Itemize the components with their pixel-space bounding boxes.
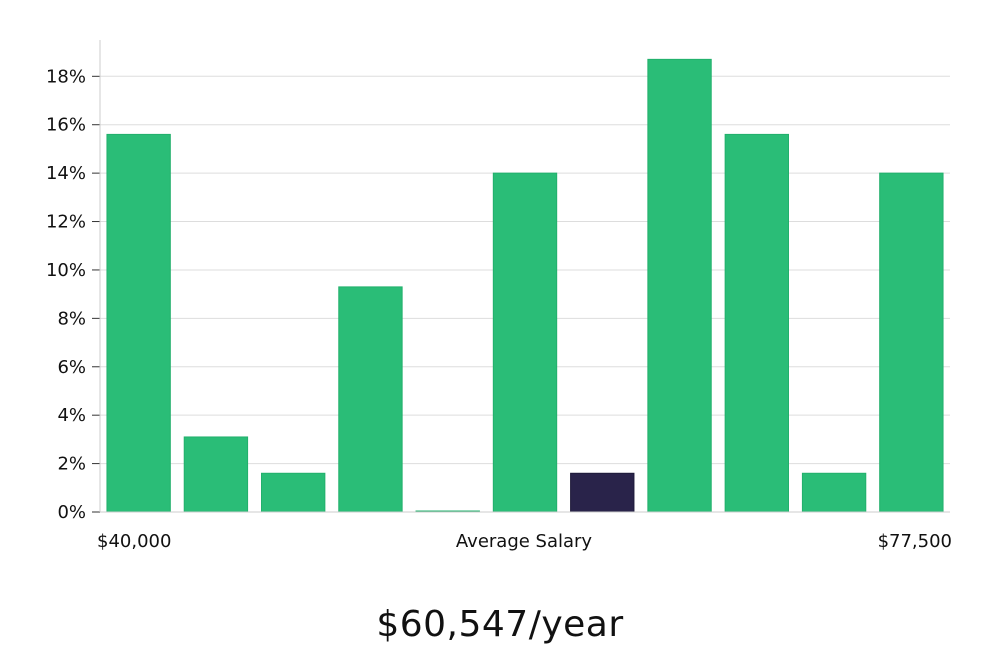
y-tick-label: 2% <box>57 454 86 475</box>
y-tick-label: 10% <box>46 260 86 281</box>
y-tick-label: 16% <box>46 115 86 136</box>
y-tick-label: 18% <box>46 66 86 87</box>
x-axis-start-label: $40,000 <box>97 531 171 552</box>
bar-highlighted <box>570 472 635 513</box>
bar <box>492 172 558 513</box>
y-tick-label: 8% <box>57 308 86 329</box>
bar <box>106 133 171 513</box>
y-tick-label: 14% <box>46 163 86 184</box>
x-axis-end-label: $77,500 <box>878 531 952 552</box>
bar <box>338 286 403 513</box>
salary-histogram: 0% 2% 4% 6% 8% 10% 12% 14% 16% 18% $40,000 Averag… <box>46 40 952 552</box>
bar <box>647 58 712 513</box>
y-tick-label: 0% <box>57 502 86 523</box>
y-tick-label: 4% <box>57 405 86 426</box>
y-axis-ticks: 0% 2% 4% 6% 8% 10% 12% 14% 16% 18% <box>46 66 100 523</box>
average-salary-value: $60,547/year <box>376 604 624 645</box>
bar <box>879 172 944 513</box>
y-tick-label: 12% <box>46 212 86 233</box>
bars <box>106 58 944 513</box>
y-tick-label: 6% <box>57 357 86 378</box>
bar <box>183 436 249 513</box>
bar <box>801 472 867 513</box>
bar <box>724 133 789 513</box>
x-axis-title: Average Salary <box>456 531 593 552</box>
bar <box>261 472 326 513</box>
